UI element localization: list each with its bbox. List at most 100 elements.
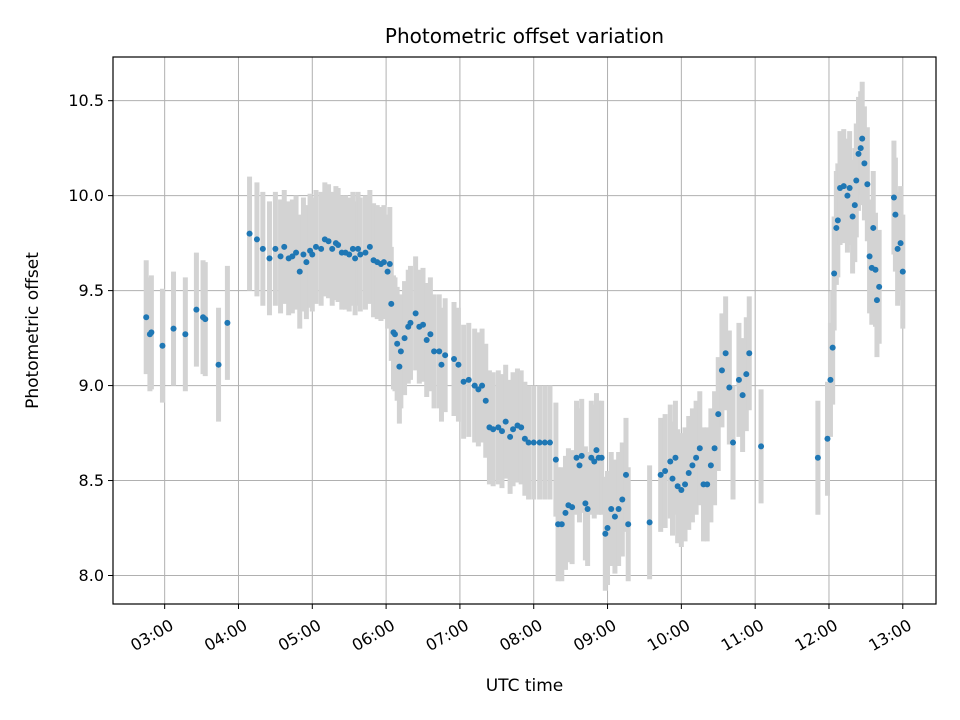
data-point [758,443,765,450]
data-point [495,424,502,431]
data-point [388,300,395,307]
data-point [357,251,364,258]
data-point [622,471,629,478]
data-point [866,253,873,260]
data-point [465,376,472,383]
data-point [849,213,856,220]
data-point [259,245,266,252]
data-point [272,245,279,252]
data-point [672,454,679,461]
y-tick-label: 10.5 [68,91,104,110]
data-point [552,456,559,463]
data-point [846,185,853,192]
data-point [840,183,847,190]
data-point [890,194,897,201]
data-point [615,506,622,513]
data-point [224,319,231,326]
data-point [591,458,598,465]
data-point [329,245,336,252]
data-point [312,243,319,250]
data-point [674,483,681,490]
data-point [536,439,543,446]
data-point [861,160,868,167]
data-point [662,468,669,475]
data-point [667,458,674,465]
data-point [870,224,877,231]
data-point [892,211,899,218]
data-point [669,475,676,482]
data-point [246,230,253,237]
y-axis: 8.0 8.5 9.0 9.5 10.0 10.5 [68,91,113,585]
data-point [401,335,408,342]
data-point [431,348,438,355]
data-point [451,355,458,362]
data-point [608,506,615,513]
data-point [352,255,359,262]
data-point [829,344,836,351]
data-point [335,242,342,249]
data-point [619,496,626,503]
data-point [436,348,443,355]
data-point [386,261,393,268]
data-points [143,135,906,537]
data-point [541,439,548,446]
y-axis-title: Photometric offset [23,252,43,409]
data-point [693,454,700,461]
data-point [726,384,733,391]
data-point [518,424,525,431]
data-point [521,435,528,442]
y-tick-label: 8.0 [79,566,104,585]
data-point [894,245,901,252]
data-point [366,243,373,250]
data-point [475,386,482,393]
data-point [827,376,834,383]
data-point [844,192,851,199]
data-point [525,439,532,446]
data-point [309,251,316,258]
data-point [873,297,880,304]
chart-title: Photometric offset variation [385,24,664,48]
data-point [711,445,718,452]
data-point [625,521,632,528]
data-point [479,382,486,389]
data-point [325,238,332,245]
data-point [864,181,871,188]
data-point [678,487,685,494]
data-point [471,382,478,389]
data-point [159,342,166,349]
data-point [507,433,514,440]
data-point [584,506,591,513]
data-point [569,504,576,511]
data-point [814,454,821,461]
data-point [876,283,883,290]
data-point [362,249,369,256]
data-point [735,376,742,383]
data-point [215,361,222,368]
x-axis-title: UTC time [486,676,564,696]
data-point [707,462,714,469]
data-point [546,439,553,446]
data-point [857,145,864,152]
data-point [397,348,404,355]
data-point [266,255,273,262]
data-point [277,253,284,260]
data-point [859,135,866,142]
y-tick-label: 9.5 [79,281,104,300]
data-point [718,367,725,374]
data-point [743,371,750,378]
data-point [253,236,260,243]
data-point [170,325,177,332]
data-point [498,428,505,435]
data-point [202,316,209,323]
data-point [148,329,155,336]
data-point [427,331,434,338]
data-point [460,378,467,385]
data-point [300,251,307,258]
data-point [346,251,353,258]
data-point [715,411,722,418]
data-point [582,500,589,507]
data-point [510,426,517,433]
data-point [682,481,689,488]
data-point [853,177,860,184]
data-point [689,462,696,469]
